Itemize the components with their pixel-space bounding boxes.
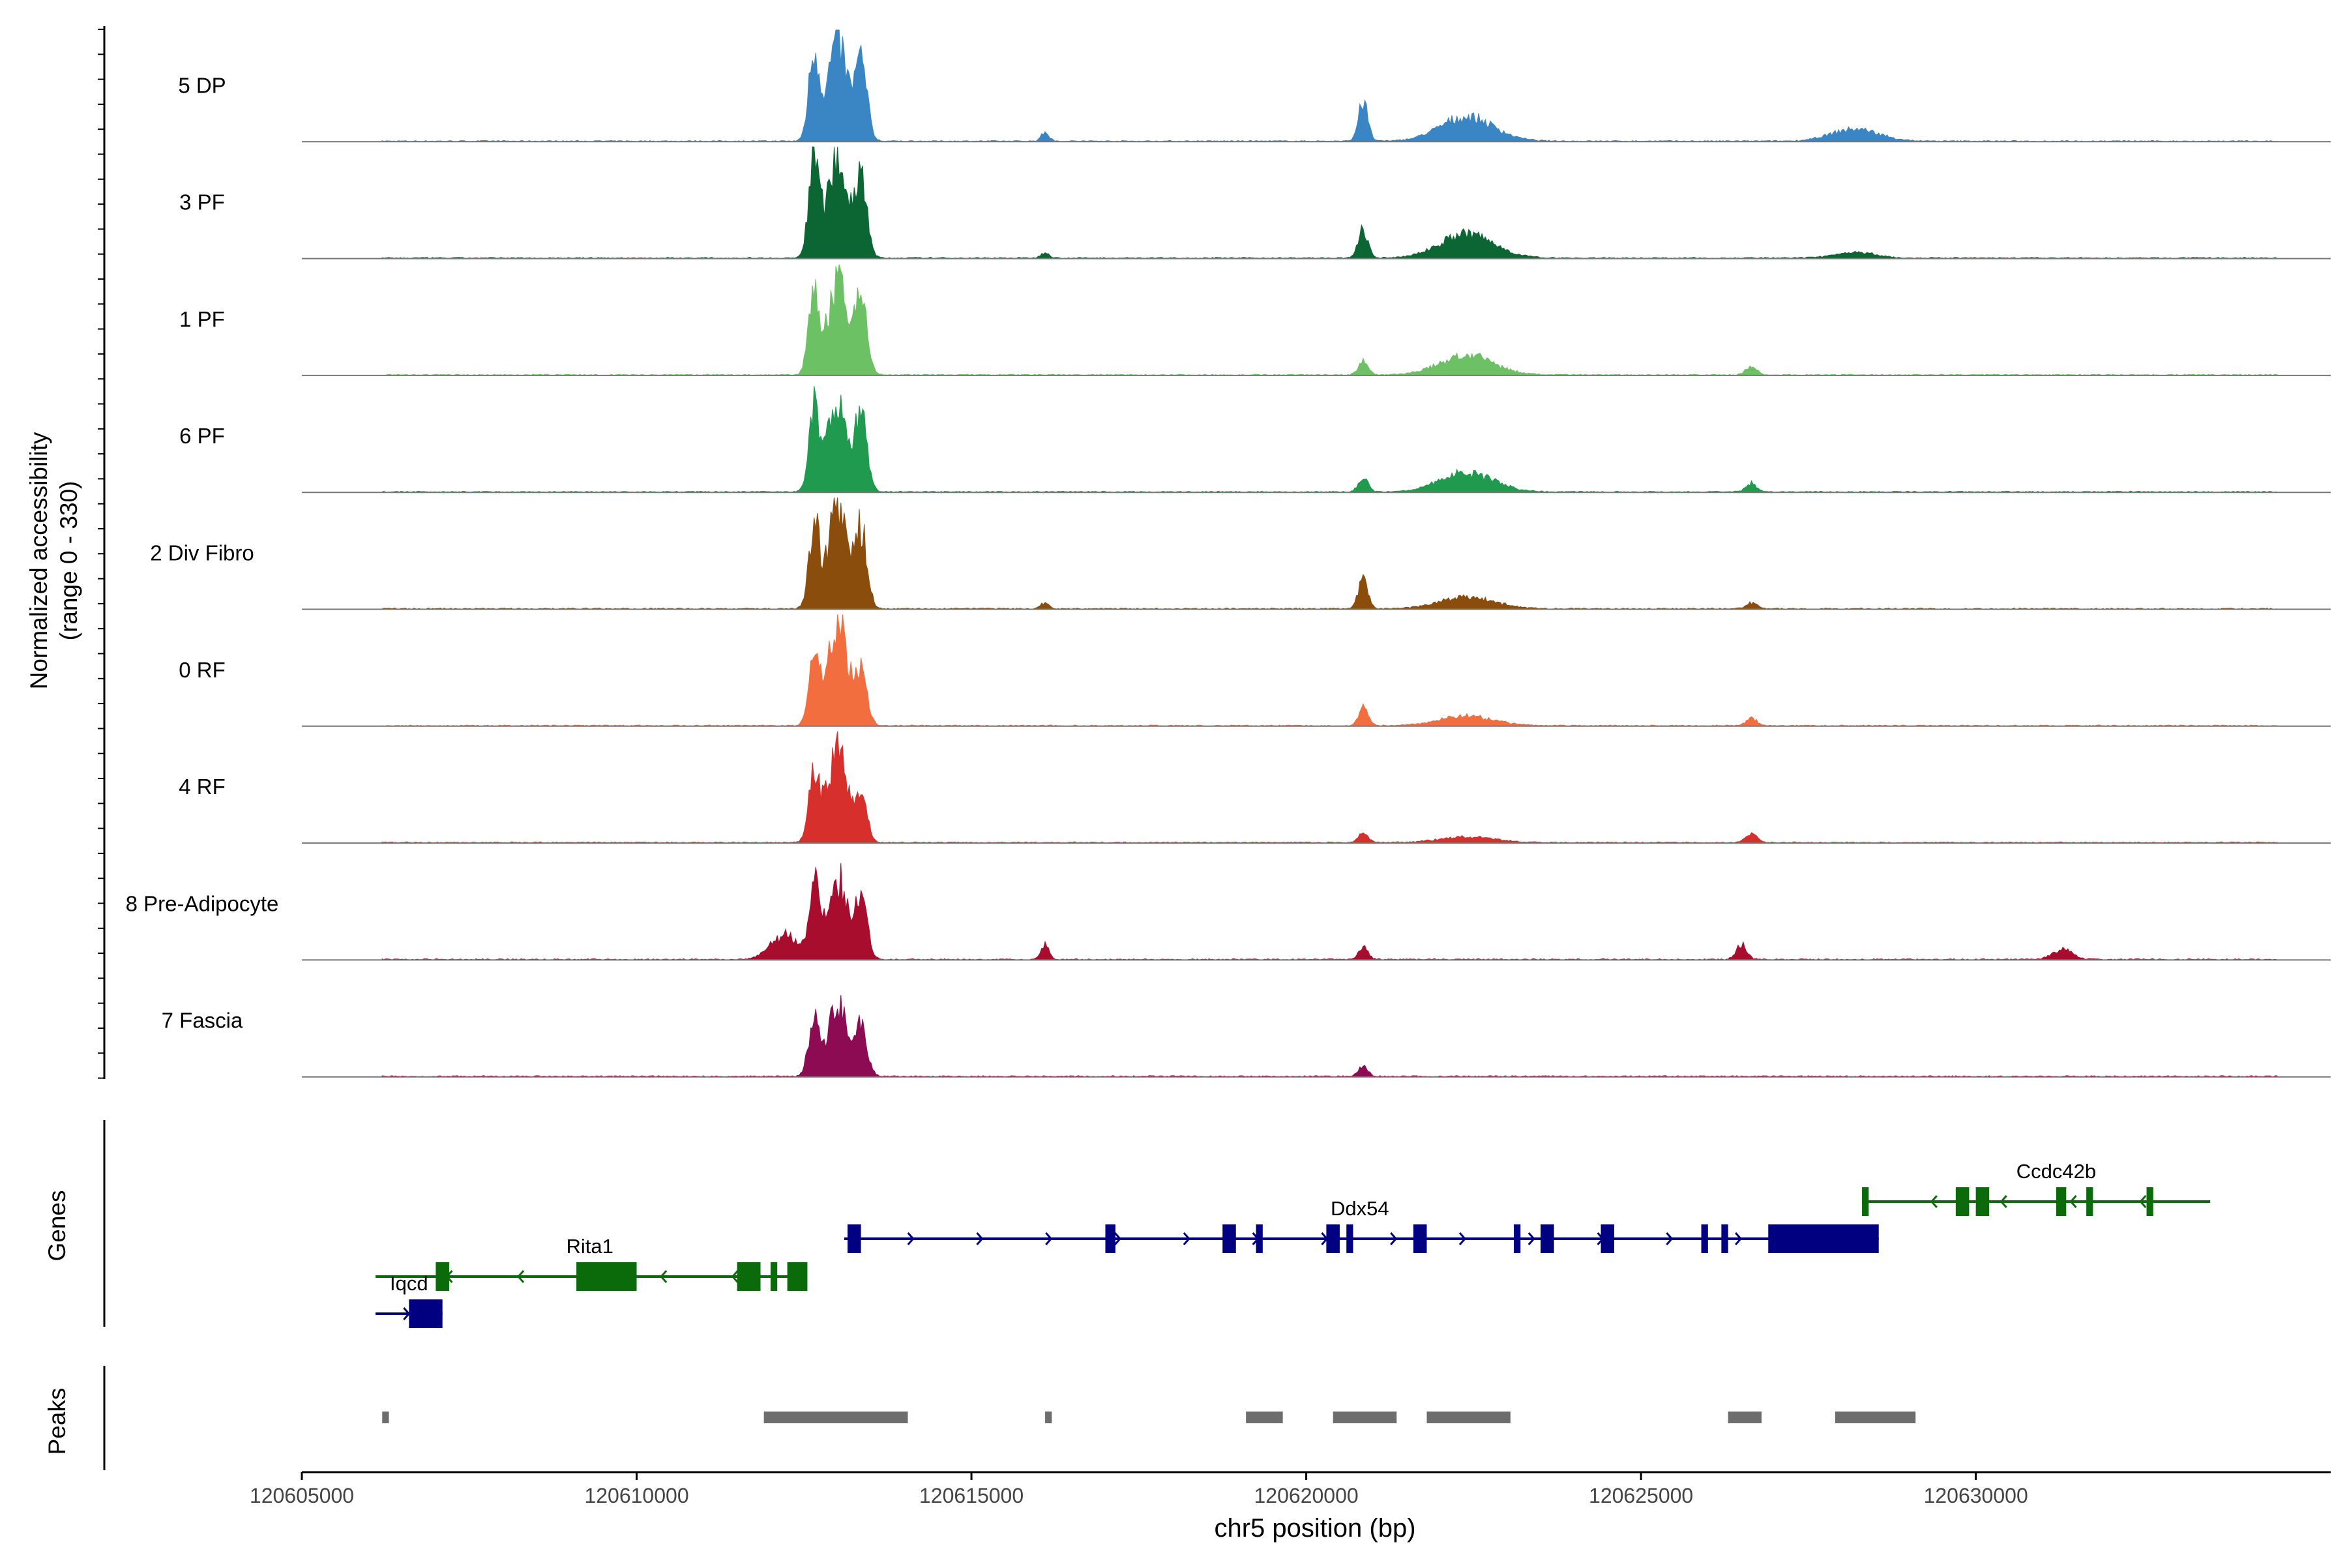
exon [1513, 1224, 1521, 1253]
exon [2056, 1187, 2067, 1216]
peak-region [1835, 1412, 1916, 1423]
exon [435, 1262, 449, 1291]
exon [770, 1262, 778, 1291]
gene-label: Ccdc42b [2016, 1160, 2096, 1183]
coverage-area-0 [381, 29, 2278, 142]
peak-region [382, 1412, 389, 1423]
track-label: 3 PF [179, 190, 225, 214]
strand-chevron [1390, 1232, 1398, 1245]
coverage-area-7 [381, 863, 2278, 961]
track-label: 4 RF [179, 775, 226, 799]
y-axis-title: Normalized accessibility [25, 432, 52, 689]
coverage-area-6 [381, 731, 2278, 844]
coverage-area-4 [381, 497, 2278, 610]
gene-label: Iqcd [390, 1272, 428, 1295]
strand-chevron [2069, 1195, 2077, 1208]
exon [1721, 1224, 1728, 1253]
strand-chevron [907, 1232, 915, 1245]
track-label: 6 PF [179, 424, 225, 448]
exon [1326, 1224, 1340, 1253]
coverage-area-2 [382, 264, 2278, 376]
y-axis-range-label: (range 0 - 330) [55, 481, 82, 641]
peak-region [1045, 1412, 1052, 1423]
track-label: 1 PF [179, 307, 225, 331]
strand-chevron [1183, 1232, 1190, 1245]
x-axis-title: chr5 position (bp) [1214, 1514, 1415, 1543]
exon [409, 1299, 443, 1328]
coverage-tracks: 5 DP 3 PF 1 PF 6 PF 2 Div Fibro 0 RF 4 RF 8 Pre… [126, 29, 2331, 1078]
exon [1775, 1224, 1879, 1253]
exon [1701, 1224, 1708, 1253]
strand-chevron [660, 1270, 668, 1283]
gene-label: Ddx54 [1331, 1197, 1389, 1220]
strand-chevron [731, 1270, 739, 1283]
peak-regions-track [382, 1412, 1916, 1423]
peaks-panel-label: Peaks [44, 1388, 70, 1455]
peak-region [1333, 1412, 1397, 1423]
x-tick-label: 120610000 [584, 1484, 688, 1507]
strand-chevron [1045, 1232, 1053, 1245]
coverage-area-8 [381, 995, 2278, 1078]
exon [1256, 1224, 1263, 1253]
track-label: 7 Fascia [162, 1009, 243, 1033]
axes-layer: 120605000 120610000 120615000 120620000 1206… [98, 26, 2331, 1507]
strand-chevron [1114, 1232, 1122, 1245]
x-tick-label: 120625000 [1589, 1484, 1693, 1507]
strand-chevron [1528, 1232, 1535, 1245]
peak-region [1246, 1412, 1283, 1423]
strand-chevron [517, 1270, 525, 1283]
exon [1975, 1187, 1990, 1216]
track-label: 2 Div Fibro [150, 541, 254, 565]
exon [2086, 1187, 2093, 1216]
genes-panel-label: Genes [44, 1190, 70, 1261]
coverage-area-1 [381, 146, 2278, 259]
gene-label: Rita1 [566, 1235, 613, 1258]
exon [1105, 1224, 1115, 1253]
strand-chevron [976, 1232, 984, 1245]
exon [787, 1262, 808, 1291]
peak-region [763, 1412, 908, 1423]
x-tick-label: 120630000 [1924, 1484, 2028, 1507]
exon [848, 1224, 861, 1253]
peak-region [1426, 1412, 1511, 1423]
strand-chevron [1458, 1232, 1467, 1245]
track-label: 5 DP [178, 73, 226, 97]
coverage-area-3 [381, 386, 2278, 493]
exon [1222, 1224, 1236, 1253]
exon [737, 1262, 761, 1291]
strand-chevron [1666, 1232, 1674, 1245]
exon [1346, 1224, 1353, 1253]
track-label: 0 RF [179, 658, 226, 682]
x-tick-label: 120605000 [250, 1484, 354, 1507]
gene-annotation-track: Rita1 Iqcd Ddx54 Ccdc42b [375, 1160, 2211, 1328]
peak-region [1728, 1412, 1762, 1423]
strand-chevron [2000, 1195, 2007, 1208]
strand-chevron [1930, 1195, 1938, 1208]
exon [1768, 1224, 1775, 1253]
track-label: 8 Pre-Adipocyte [126, 891, 279, 915]
exon [576, 1262, 637, 1291]
exon [2146, 1187, 2153, 1216]
coverage-area-5 [381, 614, 2278, 727]
x-tick-label: 120620000 [1254, 1484, 1359, 1507]
x-tick-label: 120615000 [919, 1484, 1024, 1507]
exon [1413, 1224, 1427, 1253]
exon [1955, 1187, 1970, 1216]
strand-chevron [1735, 1232, 1743, 1245]
exon [1541, 1224, 1554, 1253]
exon [1862, 1187, 1869, 1216]
exon [1601, 1224, 1615, 1253]
strand-chevron [2139, 1195, 2147, 1208]
